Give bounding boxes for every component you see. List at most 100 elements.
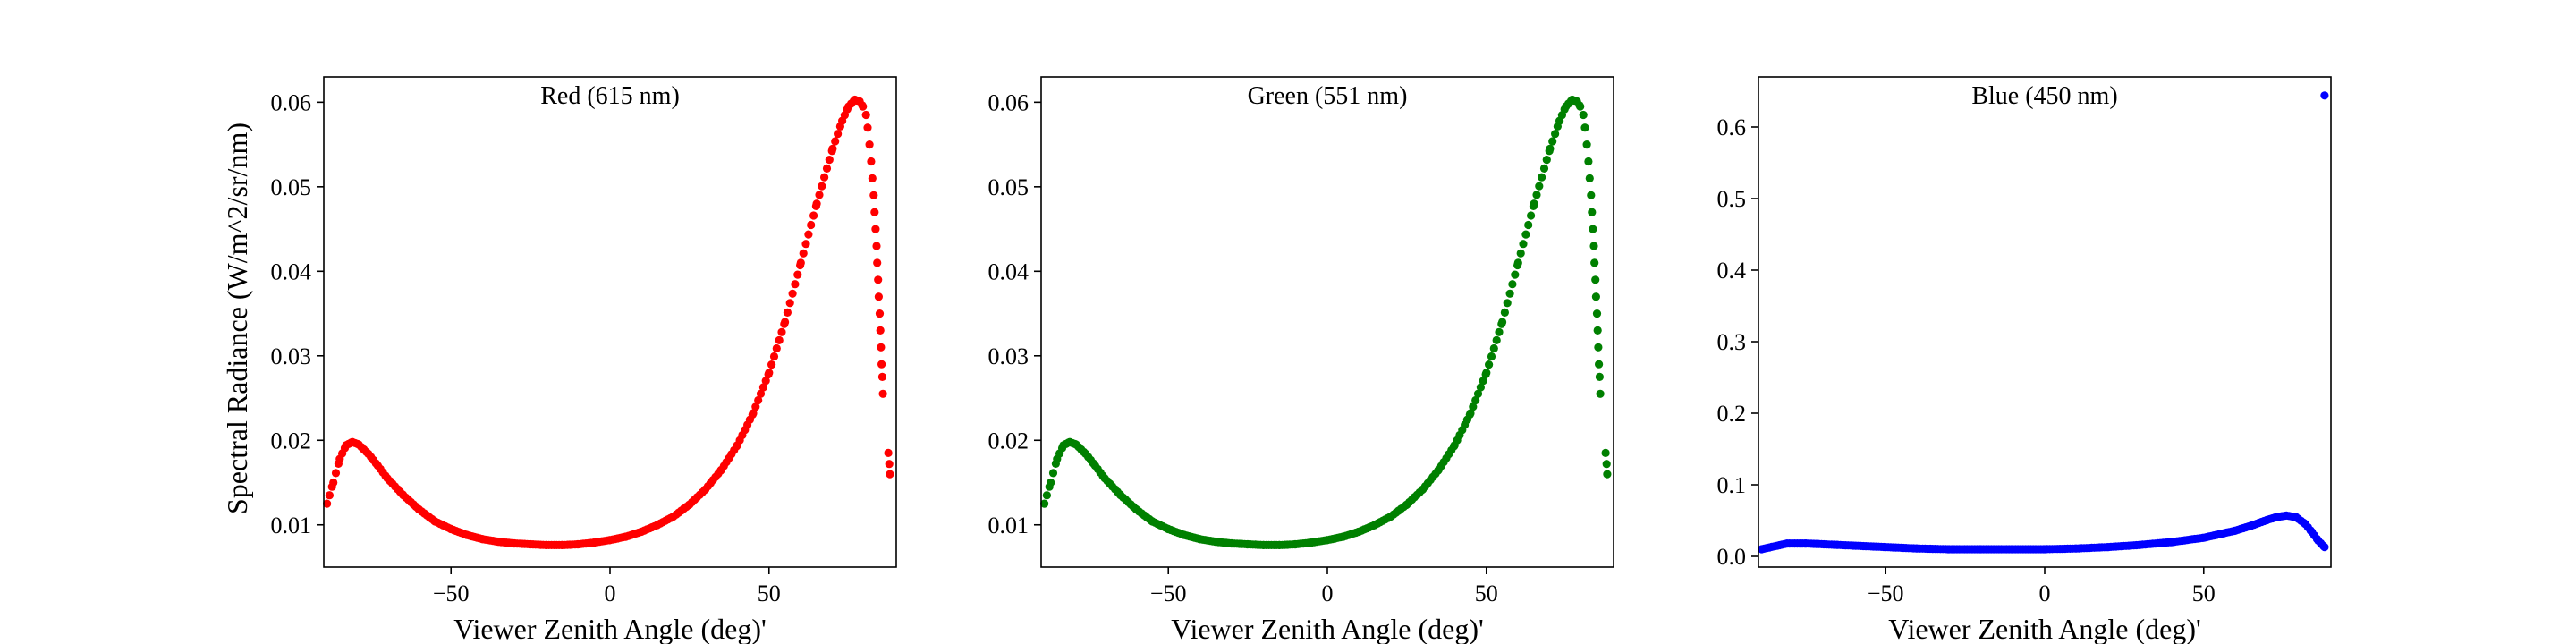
y-tick-label: 0.04 — [988, 258, 1030, 284]
data-point — [1590, 258, 1599, 267]
data-point — [1505, 289, 1514, 298]
x-axis-label-red: Viewer Zenith Angle (deg)' — [453, 613, 767, 644]
x-tick-label: −50 — [1150, 580, 1187, 606]
data-point — [751, 402, 760, 411]
data-point — [1495, 327, 1504, 336]
x-tick-label: 0 — [2039, 580, 2051, 606]
y-tick-label: 0.03 — [271, 343, 312, 369]
data-point — [873, 258, 882, 267]
data-point — [1040, 499, 1049, 508]
y-tick-label: 0.06 — [271, 89, 312, 115]
data-point — [1482, 369, 1491, 377]
data-point — [1548, 137, 1557, 146]
data-point — [769, 352, 779, 361]
panel-blue: Viewer Zenith Angle (deg)' −50 0 50 0.0 0.1 0… — [1717, 76, 2332, 644]
red-data-points — [323, 95, 894, 550]
data-point — [867, 157, 876, 166]
panel-title-green: Green (551 nm) — [1248, 82, 1408, 110]
data-point — [870, 208, 879, 216]
data-point — [1591, 292, 1600, 301]
data-point — [793, 270, 802, 279]
data-point — [772, 343, 781, 353]
data-point — [761, 377, 770, 386]
data-point — [1538, 173, 1546, 182]
data-point — [877, 343, 886, 352]
data-point — [818, 182, 826, 191]
x-tick-label: 50 — [1475, 580, 1498, 606]
y-tick-label: 0.01 — [988, 513, 1030, 538]
panel-title-red: Red (615 nm) — [540, 82, 680, 110]
x-tick-label: 0 — [1322, 580, 1334, 606]
data-point — [1601, 448, 1610, 457]
data-point — [1595, 372, 1604, 381]
y-tick-label: 0.03 — [988, 343, 1030, 369]
data-point — [1513, 258, 1522, 267]
data-point — [1516, 249, 1525, 258]
data-point — [1584, 157, 1593, 166]
panel-title-blue: Blue (450 nm) — [1971, 82, 2117, 110]
y-axis-label: Spectral Radiance (W/m^2/sr/nm) — [221, 123, 253, 514]
y-tick-label: 0.6 — [1717, 114, 1747, 140]
data-point — [791, 280, 800, 289]
data-point — [1479, 377, 1487, 386]
data-point — [884, 448, 893, 457]
y-tick-label: 0.2 — [1717, 401, 1747, 427]
data-point — [775, 335, 784, 344]
data-point — [872, 242, 881, 250]
data-point — [1542, 156, 1551, 165]
data-point — [877, 372, 887, 381]
data-point — [812, 199, 821, 208]
data-point — [828, 144, 837, 153]
y-tick-label: 0.02 — [271, 428, 312, 453]
data-point — [861, 110, 870, 120]
data-point — [875, 309, 885, 318]
data-point — [1508, 280, 1517, 289]
data-point — [765, 369, 774, 377]
x-tick-label: 50 — [758, 580, 781, 606]
y-tick-label: 0.06 — [988, 89, 1030, 115]
data-point — [807, 220, 816, 230]
y-tick-label: 0.02 — [988, 428, 1030, 453]
plot-frame-blue — [1758, 76, 2332, 568]
x-axis-label-green: Viewer Zenith Angle (deg)' — [1171, 613, 1484, 644]
data-point — [809, 211, 818, 220]
data-point — [1469, 402, 1478, 411]
y-tick-label: 0.3 — [1717, 329, 1747, 355]
y-tick-label: 0.1 — [1717, 472, 1747, 498]
x-axis-label-blue: Viewer Zenith Angle (deg)' — [1888, 613, 2201, 644]
data-point — [1485, 360, 1494, 369]
y-tick-label: 0.01 — [271, 513, 312, 538]
data-point — [1588, 208, 1597, 216]
data-point — [796, 258, 805, 267]
data-point — [1585, 174, 1594, 182]
y-tick-label: 0.5 — [1717, 186, 1747, 212]
data-point — [1576, 102, 1585, 111]
data-point — [1466, 409, 1475, 418]
y-tick-label: 0.05 — [988, 174, 1030, 200]
green-data-points — [1040, 95, 1612, 550]
plot-frame-red — [323, 76, 897, 568]
data-point — [868, 174, 877, 182]
data-point — [865, 140, 874, 149]
data-point — [831, 137, 840, 146]
data-point — [1580, 123, 1589, 132]
data-point — [777, 327, 786, 336]
data-point — [1492, 335, 1501, 344]
data-point — [767, 360, 776, 369]
data-point — [1476, 383, 1485, 392]
data-point — [886, 470, 894, 479]
data-point — [783, 308, 792, 317]
data-point — [801, 240, 810, 249]
data-point — [1521, 230, 1530, 239]
data-point — [1473, 389, 1483, 398]
data-point — [859, 102, 868, 111]
data-point — [1593, 326, 1602, 335]
data-point — [1582, 140, 1591, 149]
data-point — [1048, 469, 1058, 478]
data-point — [1602, 460, 1611, 469]
panel-red: Viewer Zenith Angle (deg)' −50 0 50 0.01 0.0… — [271, 76, 897, 644]
data-point — [1519, 240, 1528, 249]
data-point — [749, 409, 758, 418]
data-point — [1595, 360, 1604, 369]
data-point — [1594, 343, 1603, 352]
